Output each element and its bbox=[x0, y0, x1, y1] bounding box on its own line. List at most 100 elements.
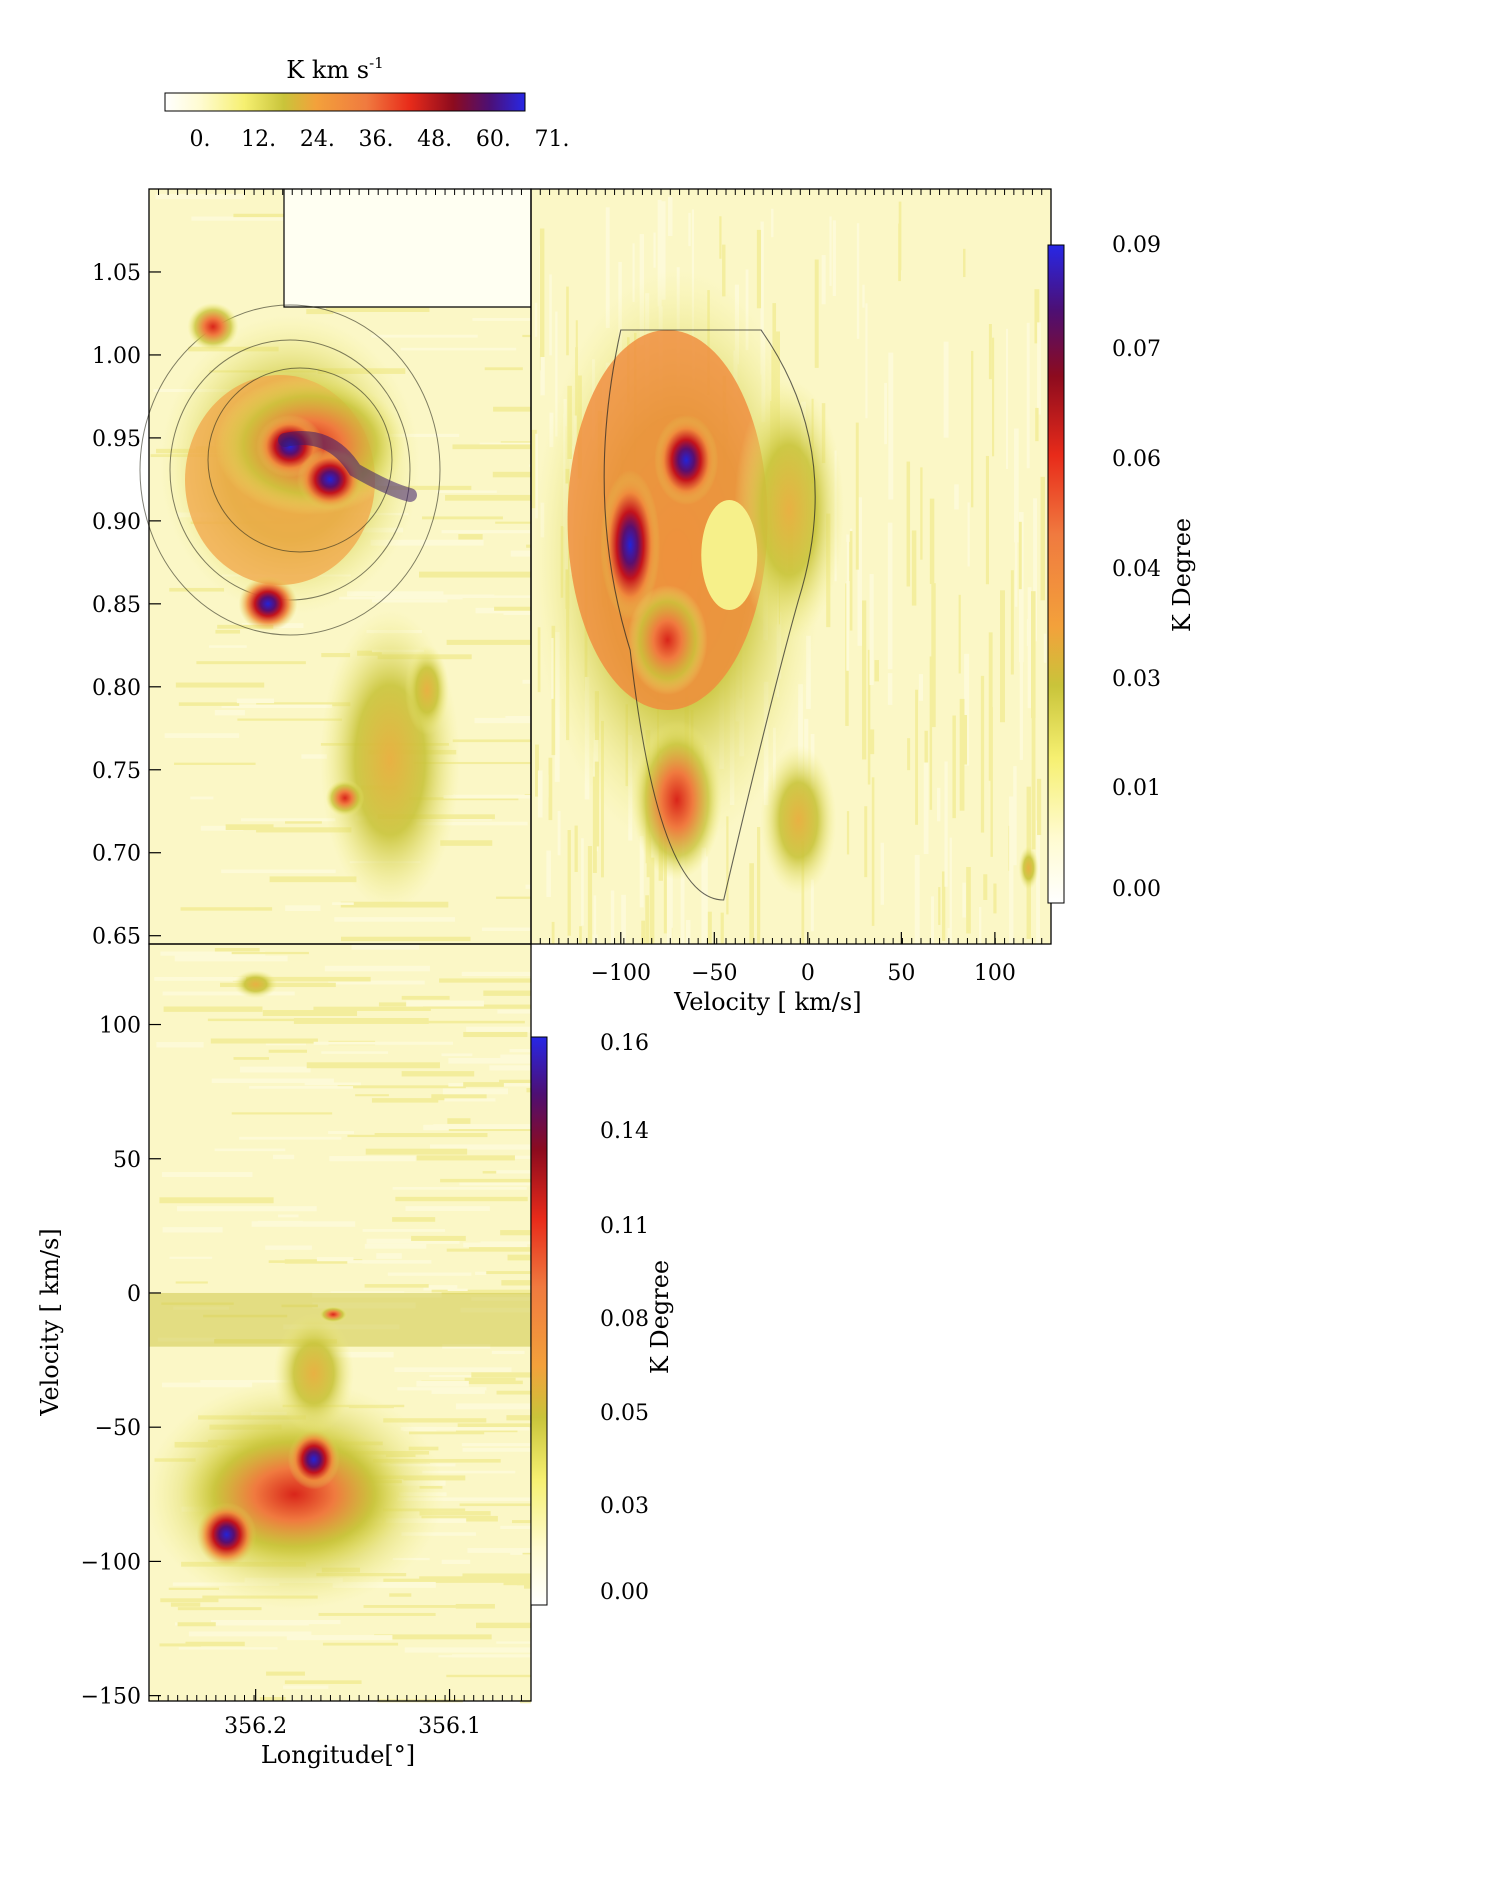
texture-streak bbox=[641, 920, 646, 944]
texture-streak bbox=[888, 352, 894, 500]
texture-streak bbox=[231, 951, 309, 955]
texture-streak bbox=[947, 928, 951, 944]
texture-streak bbox=[306, 1062, 440, 1069]
texture-streak bbox=[471, 1372, 531, 1378]
texture-streak bbox=[862, 600, 867, 760]
texture-streak bbox=[461, 971, 531, 976]
texture-streak bbox=[441, 530, 531, 534]
texture-streak bbox=[401, 1532, 476, 1536]
texture-streak bbox=[452, 444, 531, 450]
texture-streak bbox=[422, 1004, 531, 1009]
texture-streak bbox=[440, 1178, 531, 1183]
texture-streak bbox=[429, 1375, 504, 1378]
texture-streak bbox=[587, 846, 593, 944]
texture-streak bbox=[1014, 542, 1018, 607]
map-contour bbox=[139, 304, 441, 636]
colorbar-intensity bbox=[164, 92, 526, 112]
texture-streak bbox=[249, 1086, 354, 1089]
texture-streak bbox=[265, 1245, 312, 1250]
texture-streak bbox=[313, 1041, 454, 1045]
texture-streak bbox=[400, 1427, 530, 1431]
texture-streak bbox=[510, 550, 531, 557]
latvel-xtick-label: 0 bbox=[801, 961, 815, 986]
colorbar-latvel-tick: 0.00 bbox=[1112, 877, 1161, 902]
texture-streak bbox=[639, 836, 644, 908]
texture-streak bbox=[392, 1186, 527, 1190]
colorbar-intensity-tick: 0. bbox=[190, 127, 211, 152]
texture-streak bbox=[459, 1182, 531, 1186]
texture-streak bbox=[464, 1377, 516, 1381]
texture-streak bbox=[221, 869, 336, 874]
latvel-hole bbox=[701, 500, 758, 610]
texture-streak bbox=[364, 1284, 429, 1288]
texture-streak bbox=[943, 341, 949, 438]
texture-streak bbox=[810, 879, 814, 932]
texture-streak bbox=[256, 702, 351, 707]
texture-streak bbox=[923, 762, 929, 854]
texture-streak bbox=[525, 884, 531, 889]
texture-streak bbox=[174, 762, 256, 765]
colorbar-latvel-title: K Degree bbox=[1168, 518, 1196, 632]
texture-streak bbox=[459, 1503, 531, 1507]
texture-streak bbox=[339, 596, 463, 600]
texture-streak bbox=[225, 824, 274, 831]
texture-streak bbox=[304, 1082, 361, 1086]
texture-streak bbox=[958, 594, 961, 674]
texture-streak bbox=[175, 682, 265, 688]
texture-streak bbox=[534, 302, 538, 337]
texture-streak bbox=[929, 498, 935, 584]
texture-streak bbox=[505, 715, 531, 721]
texture-streak bbox=[1000, 590, 1005, 723]
texture-streak bbox=[334, 917, 456, 922]
texture-streak bbox=[284, 820, 322, 824]
texture-streak bbox=[236, 698, 275, 704]
texture-streak bbox=[567, 829, 571, 936]
lonvel-ylabel: Velocity [ km/s] bbox=[36, 1228, 64, 1416]
texture-streak bbox=[663, 836, 667, 934]
texture-streak bbox=[855, 422, 859, 570]
texture-streak bbox=[481, 927, 531, 931]
texture-streak bbox=[416, 1155, 515, 1161]
texture-streak bbox=[867, 649, 871, 785]
texture-streak bbox=[680, 853, 685, 944]
texture-streak bbox=[906, 461, 911, 587]
lonvel-ytick-label: 0 bbox=[127, 1282, 141, 1307]
texture-streak bbox=[441, 1053, 473, 1057]
texture-streak bbox=[159, 1197, 274, 1204]
map-ytick-label: 0.75 bbox=[92, 759, 141, 784]
panel-map-emission bbox=[139, 189, 531, 910]
latvel-xtick-label: 100 bbox=[974, 961, 1016, 986]
texture-streak bbox=[321, 1051, 389, 1054]
texture-streak bbox=[458, 534, 483, 540]
texture-streak bbox=[551, 921, 555, 944]
texture-streak bbox=[210, 1620, 341, 1625]
texture-streak bbox=[1031, 591, 1036, 719]
texture-streak bbox=[1009, 796, 1014, 944]
texture-streak bbox=[941, 871, 946, 941]
colorbar-lonvel-tick: 0.03 bbox=[600, 1494, 649, 1519]
texture-streak bbox=[952, 715, 956, 819]
latvel-xtick-label: −100 bbox=[591, 961, 651, 986]
texture-streak bbox=[240, 818, 336, 822]
texture-streak bbox=[431, 1289, 531, 1295]
lonvel-ytick-label: −150 bbox=[81, 1685, 141, 1710]
texture-streak bbox=[862, 284, 865, 308]
texture-streak bbox=[233, 213, 304, 218]
lonvel-peak bbox=[319, 1306, 348, 1323]
texture-streak bbox=[592, 934, 598, 944]
texture-streak bbox=[918, 674, 923, 701]
texture-streak bbox=[384, 433, 460, 438]
texture-streak bbox=[446, 1674, 531, 1678]
texture-streak bbox=[605, 207, 610, 328]
texture-streak bbox=[266, 1671, 305, 1676]
texture-streak bbox=[500, 1230, 531, 1236]
texture-streak bbox=[476, 1622, 531, 1629]
panel-latvel-top-ticks bbox=[530, 189, 1052, 195]
texture-streak bbox=[233, 1057, 270, 1060]
texture-streak bbox=[500, 1525, 531, 1530]
texture-streak bbox=[980, 675, 985, 833]
texture-streak bbox=[871, 777, 875, 926]
texture-streak bbox=[329, 1156, 416, 1162]
texture-streak bbox=[400, 347, 517, 351]
